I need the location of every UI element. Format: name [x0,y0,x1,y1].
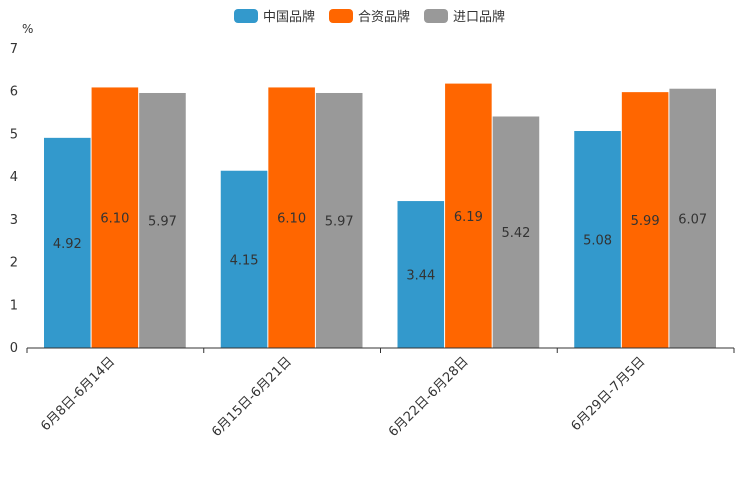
x-category-label: 6月22日-6月28日 [386,354,472,440]
bar[interactable] [621,92,669,349]
bar-value-label: 4.15 [230,253,259,268]
bar[interactable] [492,116,540,348]
x-category-label: 6月8日-6月14日 [38,354,118,434]
bar-value-label: 5.99 [631,214,660,229]
bar-value-label: 6.19 [454,210,483,225]
bar[interactable] [669,88,716,348]
bar[interactable] [397,201,445,348]
legend: 中国品牌 合资品牌 进口品牌 [234,9,505,25]
bar-value-label: 3.44 [406,269,435,284]
y-tick-label: 0 [10,341,18,356]
y-tick-label: 4 [10,170,18,185]
legend-label[interactable]: 进口品牌 [453,9,505,25]
bar[interactable] [44,137,91,348]
x-axis: 6月8日-6月14日 6月15日-6月21日 6月22日-6月28日 6月29日-7月… [26,347,735,440]
bar-value-label: 5.42 [501,226,530,241]
y-tick-label: 1 [10,298,18,313]
x-category-label: 6月29日-7月5日 [569,354,649,434]
legend-swatch[interactable] [234,9,258,23]
y-axis-unit-label: % [22,22,33,36]
y-axis: 0 1 2 3 4 5 6 7 [10,42,18,356]
bar-value-label: 6.07 [678,212,707,227]
bar[interactable] [220,170,268,348]
bar[interactable] [91,87,139,348]
bar-value-label: 5.97 [148,214,177,229]
bar[interactable] [445,83,492,348]
y-tick-label: 2 [10,256,18,271]
bars: 4.92 6.10 5.97 4.15 6.10 5.97 3.44 6.19 5.42 5.08… [44,83,716,349]
y-tick-label: 5 [10,127,18,142]
bar-value-label: 6.10 [100,212,129,227]
bar-value-label: 6.10 [277,212,306,227]
legend-label[interactable]: 合资品牌 [358,9,410,25]
legend-swatch[interactable] [329,9,353,23]
bar[interactable] [139,92,186,348]
bar-value-label: 5.97 [325,214,354,229]
legend-label[interactable]: 中国品牌 [263,9,315,25]
bar-value-label: 4.92 [53,237,82,252]
x-category-label: 6月15日-6月21日 [209,354,295,440]
y-tick-label: 6 [10,85,18,100]
bar[interactable] [268,87,315,348]
bar[interactable] [315,92,363,348]
legend-swatch[interactable] [424,9,448,23]
y-tick-label: 7 [10,42,18,57]
y-tick-label: 3 [10,213,18,228]
bar-value-label: 5.08 [583,234,612,249]
bar[interactable] [574,131,621,348]
